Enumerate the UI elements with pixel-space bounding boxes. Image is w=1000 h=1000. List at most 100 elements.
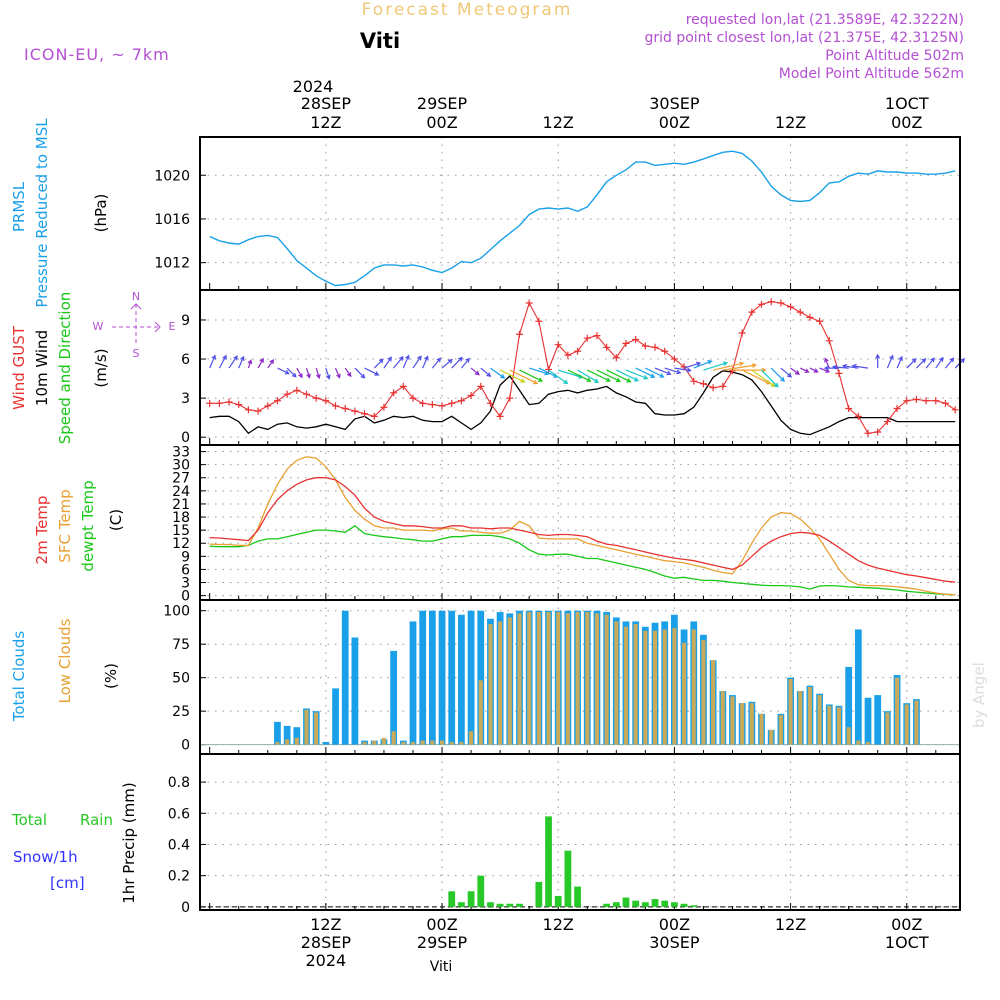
gust-marker xyxy=(796,308,804,316)
gust-marker xyxy=(428,401,436,409)
pressure-unit: (hPa) xyxy=(92,194,110,233)
wind-arrow xyxy=(703,361,729,371)
rain-bar xyxy=(661,900,669,907)
gust-marker xyxy=(419,399,427,407)
wind-arrow xyxy=(606,369,632,383)
gust-marker xyxy=(399,382,407,390)
total-cloud-bar xyxy=(341,610,349,745)
pressure-label-name: Pressure Reduced to MSL xyxy=(33,118,51,308)
gust-marker xyxy=(912,395,920,403)
rain-bar xyxy=(680,903,688,907)
low-cloud-bar xyxy=(527,612,532,745)
rain-bar xyxy=(554,895,562,907)
bottom-axis-hour: 12Z xyxy=(310,915,341,934)
low-cloud-bar xyxy=(682,642,687,745)
compass-east-arrow xyxy=(154,321,161,333)
y-tick-label: 1012 xyxy=(154,256,190,272)
low-cloud-bar xyxy=(565,613,570,745)
y-tick-label: 25 xyxy=(172,704,190,720)
gust-marker xyxy=(758,300,766,308)
total-cloud-bar xyxy=(864,697,872,745)
wind-arrow xyxy=(451,356,463,369)
gust-marker xyxy=(244,406,252,414)
wind-arrow xyxy=(722,363,758,371)
wind-arrow xyxy=(412,355,422,369)
bottom-axis-date: 29SEP xyxy=(417,933,468,952)
y-tick-label: 100 xyxy=(163,604,190,620)
gust-marker xyxy=(825,337,833,345)
gust-marker xyxy=(467,392,475,400)
low-cloud-bar xyxy=(401,741,406,745)
top-axis-date: 28SEP xyxy=(301,94,352,113)
temp-2m-line xyxy=(209,477,956,583)
wind-arrow xyxy=(645,367,665,378)
wind-plot xyxy=(206,298,966,437)
rain-bar xyxy=(622,897,630,907)
gust-marker xyxy=(593,332,601,340)
wind-arrow xyxy=(218,354,227,369)
temperature-plot xyxy=(209,456,956,596)
wind-arrow xyxy=(596,369,622,383)
low-cloud-bar xyxy=(788,679,793,745)
gust-marker xyxy=(854,412,862,420)
bottom-axis-date: 1OCT xyxy=(885,933,929,952)
credit-watermark: by Angel xyxy=(970,662,988,728)
y-tick-label: 12 xyxy=(172,536,190,552)
low-cloud-bar xyxy=(546,612,551,745)
gust-marker xyxy=(748,308,756,316)
wind-arrow xyxy=(257,357,264,369)
wind-arrow xyxy=(770,367,785,382)
gust-marker xyxy=(941,399,949,407)
low-cloud-bar xyxy=(507,617,512,745)
total-cloud-bar xyxy=(274,721,281,745)
top-axis-hour: 12Z xyxy=(543,113,574,132)
point-altitude: Point Altitude 502m xyxy=(825,48,964,64)
wind-arrow xyxy=(875,353,881,369)
bottom-axis-hour: 12Z xyxy=(543,915,574,934)
compass-south: S xyxy=(133,347,140,360)
wind-arrow xyxy=(886,354,894,369)
wind-arrow xyxy=(567,369,592,382)
footer-location: Viti xyxy=(430,959,453,975)
gust-marker xyxy=(738,329,746,337)
low-cloud-bar xyxy=(662,629,667,745)
gust-marker xyxy=(835,369,843,377)
gust-marker xyxy=(603,343,611,351)
low-cloud-bar xyxy=(420,740,425,745)
low-cloud-bar xyxy=(614,621,619,745)
low-cloud-bar xyxy=(536,612,541,745)
wind-arrow xyxy=(344,367,352,378)
gust-marker xyxy=(787,303,795,311)
gust-marker xyxy=(486,399,494,407)
rain-bar xyxy=(564,850,572,907)
low-cloud-bar xyxy=(652,630,658,745)
gust-marker xyxy=(641,342,649,350)
y-tick-label: 1020 xyxy=(154,168,190,184)
rain-bar xyxy=(535,881,543,907)
bottom-axis-hour: 00Z xyxy=(659,915,690,934)
rain-bar xyxy=(448,891,456,907)
total-cloud-bar xyxy=(419,610,427,745)
wind-arrow xyxy=(654,367,672,376)
low-cloud-bar xyxy=(381,737,386,745)
y-tick-label: 50 xyxy=(172,671,190,687)
rain-bar xyxy=(496,903,504,907)
y-tick-label: 0.8 xyxy=(168,775,190,791)
wind-arrow xyxy=(383,356,392,369)
low-cloud-bar xyxy=(294,737,299,745)
gust-marker xyxy=(496,412,504,420)
top-axis-date: 30SEP xyxy=(649,94,700,113)
model-altitude: Model Point Altitude 562m xyxy=(779,66,964,82)
gust-marker xyxy=(361,410,369,418)
gust-marker xyxy=(235,401,243,409)
y-tick-label: 0 xyxy=(181,738,190,754)
wind-arrow xyxy=(393,355,404,369)
gust-marker xyxy=(215,399,223,407)
y-tick-label: 24 xyxy=(172,484,190,500)
low-cloud-bar xyxy=(759,713,764,745)
low-cloud-bar xyxy=(575,612,580,745)
gust-marker xyxy=(922,397,930,405)
top-axis-date: 1OCT xyxy=(885,94,929,113)
y-tick-label: 1016 xyxy=(154,212,190,228)
